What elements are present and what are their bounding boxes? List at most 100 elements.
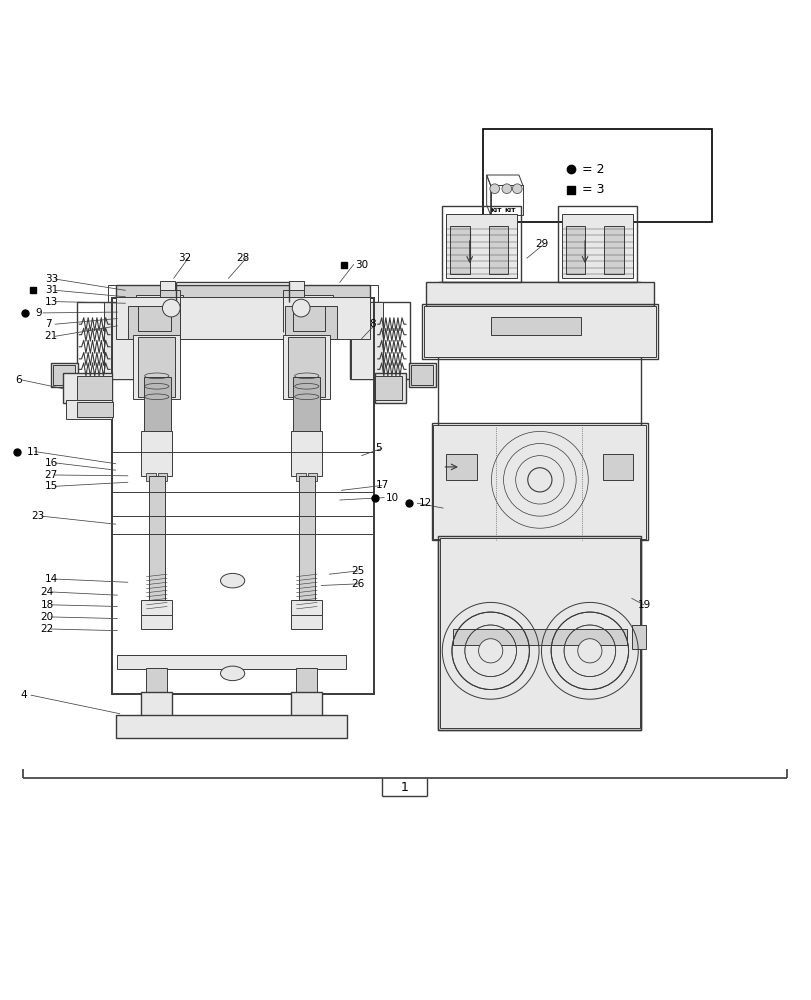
Bar (453, 629, 626, 645)
Bar (296, 668, 317, 694)
Text: 19: 19 (637, 600, 650, 610)
Text: 28: 28 (236, 253, 250, 263)
Text: 23: 23 (31, 511, 44, 521)
Bar (438, 282, 641, 730)
Text: 31: 31 (45, 285, 58, 295)
Bar (602, 454, 633, 480)
Bar (146, 668, 167, 694)
Bar (138, 337, 175, 397)
Bar (349, 302, 410, 379)
Bar (565, 226, 584, 274)
Bar (442, 206, 521, 282)
Bar (433, 425, 646, 539)
Bar (157, 473, 167, 481)
Text: 15: 15 (45, 481, 58, 491)
Bar (561, 214, 632, 278)
Bar (291, 615, 322, 629)
Text: 22: 22 (41, 624, 54, 634)
Bar (438, 536, 641, 730)
Bar (446, 454, 476, 480)
Bar (296, 473, 306, 481)
Bar (288, 337, 325, 397)
Text: 11: 11 (27, 447, 41, 457)
Bar (141, 431, 172, 476)
Text: 12: 12 (418, 498, 431, 508)
Circle shape (489, 184, 499, 194)
Bar (307, 473, 317, 481)
Text: 25: 25 (350, 566, 364, 576)
Bar (426, 282, 653, 306)
Bar (111, 298, 373, 694)
Circle shape (478, 639, 502, 663)
Bar (108, 285, 377, 302)
Bar (293, 306, 325, 331)
Bar (141, 600, 172, 615)
Bar (350, 302, 383, 379)
Text: 27: 27 (45, 470, 58, 480)
Text: 7: 7 (45, 319, 51, 329)
Circle shape (577, 639, 601, 663)
Bar (115, 715, 346, 738)
Bar (77, 402, 113, 417)
Text: 29: 29 (534, 239, 547, 249)
Bar (66, 400, 112, 419)
Text: 13: 13 (45, 297, 58, 307)
Bar (160, 281, 174, 298)
Bar (289, 281, 303, 298)
Bar (63, 373, 111, 403)
Text: KIT: KIT (504, 208, 515, 213)
Bar (53, 365, 75, 385)
Text: 30: 30 (354, 260, 368, 270)
Text: 24: 24 (41, 587, 54, 597)
Text: = 3: = 3 (581, 183, 603, 196)
Text: 20: 20 (41, 612, 54, 622)
Bar (291, 431, 322, 476)
Bar (410, 365, 433, 385)
Bar (286, 295, 333, 318)
Bar (482, 129, 711, 222)
Bar (135, 295, 182, 318)
Text: 9: 9 (35, 308, 41, 318)
Text: 32: 32 (178, 253, 191, 263)
Bar (422, 304, 657, 359)
Text: KIT: KIT (490, 208, 501, 213)
Ellipse shape (221, 666, 244, 681)
Bar (603, 226, 623, 274)
Text: 26: 26 (350, 579, 364, 589)
Text: 4: 4 (20, 690, 27, 700)
Bar (104, 302, 135, 379)
Text: 18: 18 (41, 600, 54, 610)
Text: 6: 6 (15, 375, 21, 385)
Bar (375, 376, 401, 400)
Bar (283, 335, 330, 399)
Bar (291, 692, 322, 718)
Bar (148, 476, 165, 601)
Bar (138, 306, 170, 331)
Bar (77, 376, 111, 400)
Text: 1: 1 (400, 781, 408, 794)
Bar (115, 297, 369, 339)
Ellipse shape (221, 573, 244, 588)
Bar (77, 302, 137, 379)
Bar (117, 655, 345, 669)
Bar (285, 306, 337, 339)
Bar (557, 206, 636, 282)
Bar (450, 226, 469, 274)
Text: 5: 5 (375, 443, 381, 453)
Bar (115, 285, 369, 298)
Bar (423, 306, 655, 357)
Text: 8: 8 (369, 319, 375, 329)
Bar (127, 306, 180, 339)
Circle shape (512, 184, 521, 194)
Text: 10: 10 (385, 493, 398, 503)
Bar (141, 692, 172, 718)
Bar (431, 423, 647, 540)
Bar (141, 615, 172, 629)
Bar (375, 373, 406, 403)
Bar (409, 363, 436, 387)
Bar (146, 473, 156, 481)
Bar (133, 335, 180, 399)
Bar (51, 363, 78, 387)
Bar (490, 317, 581, 335)
Circle shape (501, 184, 511, 194)
